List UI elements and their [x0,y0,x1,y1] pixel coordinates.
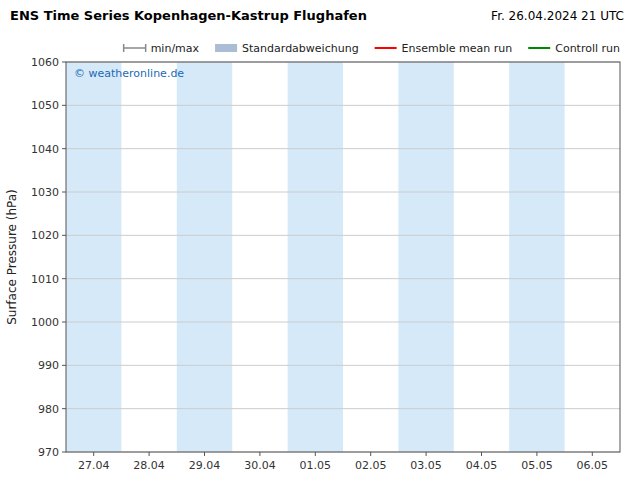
tick [62,408,66,409]
tick-label: 970 [38,446,59,459]
tick-label: 980 [38,403,59,416]
tick-label: 02.05 [355,459,387,472]
subtitle: Fr. 26.04.2024 21 UTC [491,9,624,23]
tick [149,452,150,456]
legend-label: Controll run [555,42,620,55]
tick [62,148,66,149]
tick [426,452,427,456]
legend-swatch [145,44,147,52]
tick [204,452,205,456]
x-axis: 27.04 28.04 29.04 30.04 01.05 02.05 03.05 04.05… [78,452,608,472]
title: ENS Time Series Kopenhagen-Kastrup Flugh… [10,8,367,23]
legend-label: Ensemble mean run [402,42,513,55]
tick [481,452,482,456]
tick [592,452,593,456]
legend-item: min/max [124,42,200,55]
tick-label: 1050 [31,99,59,112]
legend-item: Ensemble mean run [375,42,513,55]
plot-frame [66,62,620,452]
tick [536,452,537,456]
grid-line [66,192,620,193]
legend-swatch [215,44,237,52]
tick-label: 1060 [31,56,59,69]
chart: 970 980 990 1000 1010 1020 1030 1040 1050 1060 27.… [0,0,634,490]
tick-label: 30.04 [244,459,276,472]
legend-swatch [528,47,550,49]
legend-label: Standardabweichung [242,42,359,55]
tick [62,278,66,279]
band [288,62,343,452]
grid-line [66,322,620,323]
tick-label: 1040 [31,143,59,156]
tick-label: 28.04 [133,459,165,472]
tick [62,452,66,453]
axis-label: Surface Pressure (hPa) [5,189,19,325]
tick [62,105,66,106]
legend-item: Standardabweichung [215,42,359,55]
grid-line [66,148,620,149]
grid-line [66,105,620,106]
band [509,62,564,452]
tick-label: 1020 [31,229,59,242]
tick [370,452,371,456]
bands [66,62,565,452]
band [398,62,453,452]
tick-label: 05.05 [521,459,553,472]
tick-label: 1010 [31,273,59,286]
legend-item: Controll run [528,42,620,55]
tick [62,322,66,323]
y-axis: 970 980 990 1000 1010 1020 1030 1040 1050 1060 [31,56,620,459]
legend: min/max Standardabweichung Ensemble mean r… [124,42,620,55]
tick-label: 1030 [31,186,59,199]
tick-label: 990 [38,359,59,372]
legend-swatch [375,47,397,49]
band [177,62,232,452]
tick-label: 1000 [31,316,59,329]
grid-line [66,408,620,409]
legend-label: min/max [151,42,200,55]
legend-swatch [123,44,125,52]
legend-swatch [124,47,146,49]
grid-line [66,365,620,366]
tick [62,235,66,236]
tick-label: 04.05 [466,459,498,472]
tick-label: 27.04 [78,459,110,472]
tick [62,62,66,63]
tick [93,452,94,456]
watermark: © weatheronline.de [74,67,184,80]
tick [259,452,260,456]
band [66,62,121,452]
tick-label: 29.04 [189,459,221,472]
tick [315,452,316,456]
grid-line [66,278,620,279]
tick-label: 01.05 [300,459,332,472]
grid-line [66,235,620,236]
tick [62,365,66,366]
tick-label: 06.05 [577,459,609,472]
tick-label: 03.05 [410,459,442,472]
tick [62,192,66,193]
